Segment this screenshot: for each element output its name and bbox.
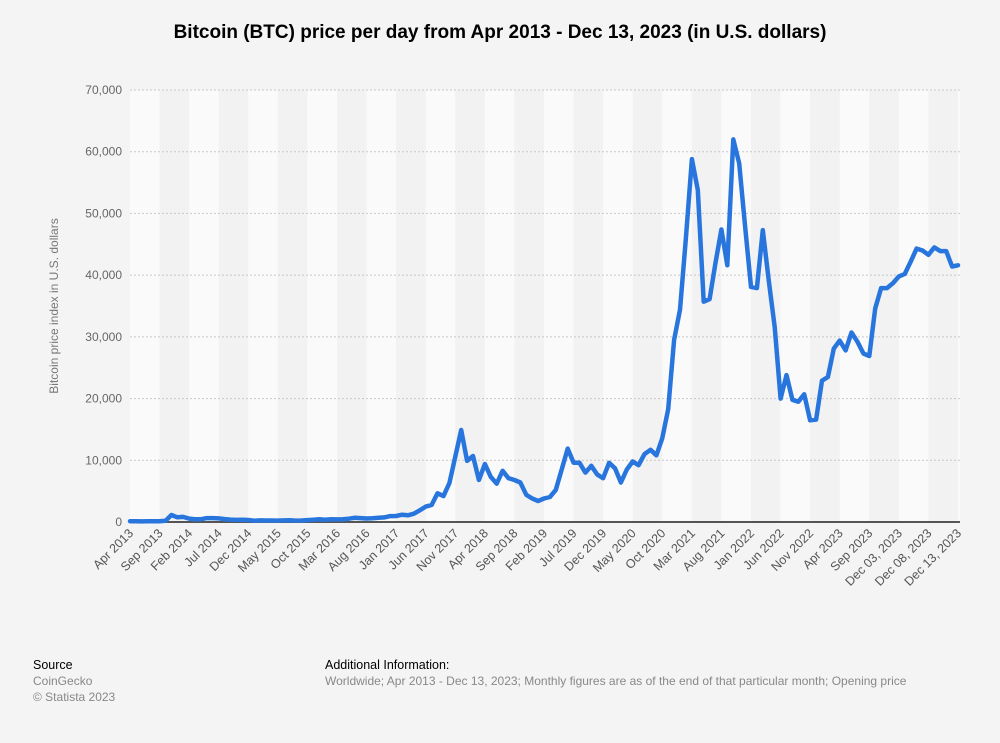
chart-title: Bitcoin (BTC) price per day from Apr 201… [173,22,827,43]
source-heading: Source [33,658,73,672]
y-tick-label: 70,000 [85,83,122,97]
column-band [839,90,870,522]
column-band [632,90,663,522]
column-band [159,90,190,522]
column-band [780,90,811,522]
y-tick-label: 30,000 [85,330,122,344]
column-band [366,90,397,522]
column-band [130,90,160,522]
column-band [898,90,929,522]
y-tick-label: 60,000 [85,145,122,159]
source-name[interactable]: CoinGecko [33,674,93,688]
column-band [691,90,722,522]
column-band [337,90,367,522]
column-band [455,90,485,522]
copyright: © Statista 2023 [33,690,116,704]
column-band [218,90,249,522]
column-band [277,90,308,522]
y-tick-label: 50,000 [85,206,122,220]
column-band [958,90,960,522]
y-tick-label: 20,000 [85,392,122,406]
y-tick-label: 40,000 [85,268,122,282]
column-band [307,90,337,522]
y-tick-label: 0 [115,515,122,529]
column-band [248,90,278,522]
info-text: Worldwide; Apr 2013 - Dec 13, 2023; Mont… [325,674,907,688]
column-band [514,90,544,522]
column-band [396,90,426,522]
column-band [810,90,840,522]
column-band [425,90,456,522]
column-band [484,90,515,522]
source-block: Source CoinGecko © Statista 2023 [33,658,115,705]
column-band [751,90,781,522]
column-band [721,90,751,522]
column-band [603,90,633,522]
info-heading: Additional Information: [325,658,450,672]
additional-info-block: Additional Information: Worldwide; Apr 2… [325,658,906,689]
y-tick-label: 10,000 [85,453,122,467]
column-band [928,90,958,522]
price-line [127,137,961,524]
column-band [662,90,692,522]
column-band [189,90,219,522]
column-band [573,90,604,522]
y-axis-label: Bitcoin price index in U.S. dollars [47,218,61,393]
